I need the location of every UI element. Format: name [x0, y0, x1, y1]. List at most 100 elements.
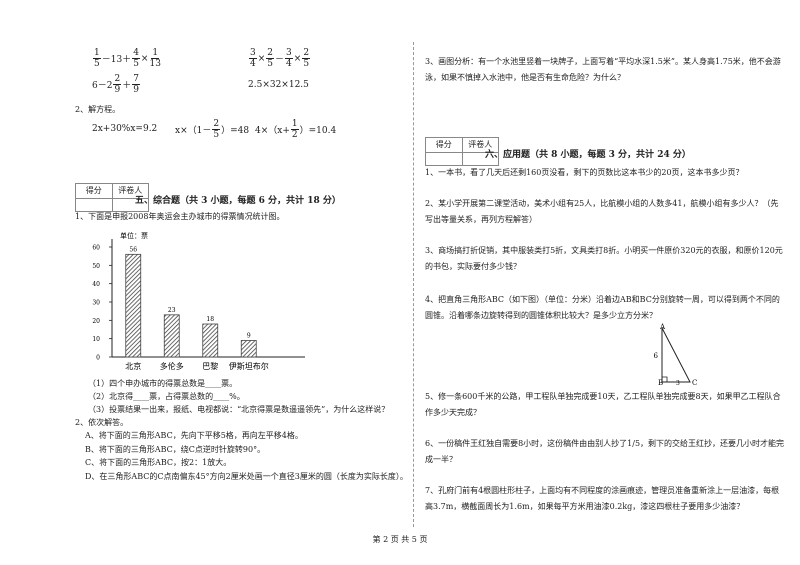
side-label: 3 — [676, 380, 680, 387]
vertex-label: A — [659, 323, 666, 331]
fraction: 1 13 — [149, 48, 160, 69]
expr-text: 6－2 — [92, 81, 113, 91]
question: 4、把直角三角形ABC（如下图）（单位：分米）沿着边AB和BC分别旋转一周，可以… — [425, 295, 780, 320]
bar — [125, 253, 142, 358]
denominator: 5 — [267, 59, 274, 69]
question: 3、商场搞打折促销，其中服装类打5折，文具类打8折。小明买一件原价320元的衣服… — [425, 246, 783, 271]
expression: 2.5×32×12.5 — [248, 80, 309, 90]
numerator: 2 — [212, 119, 221, 130]
page-footer: 第 2 页 共 5 页 — [372, 535, 428, 544]
expr-text: 2.5×32×12.5 — [248, 80, 309, 90]
section-title: 六、应用题（共 8 小题，每题 3 分，共计 24 分） — [485, 150, 691, 160]
sub-question: D、在三角形ABC的C点南偏东45°方向2厘米处画一个直径3厘米的圆（长度为实际… — [85, 472, 408, 481]
expr-text: × — [140, 53, 149, 64]
numerator: 2 — [113, 74, 122, 85]
section-title: 五、综合题（共 3 小题，每题 6 分，共计 18 分） — [135, 196, 341, 206]
expression: 6－2 2 9 ＋ 7 9 — [92, 74, 141, 95]
value-label: 23 — [168, 307, 176, 314]
grader-label: 评卷人 — [461, 138, 499, 152]
unit-label: 单位：票 — [120, 231, 148, 240]
numerator: 1 — [290, 119, 299, 130]
score-label: 得分 — [435, 140, 452, 149]
y-tick-label: 30 — [92, 300, 100, 307]
equation: 2x+30%x=9.2 — [92, 124, 157, 134]
y-tick-label: 20 — [92, 318, 100, 325]
denominator: 5 — [94, 59, 100, 69]
expr-text: ）=10.4 — [299, 126, 337, 136]
bar — [202, 323, 219, 358]
denominator: 4 — [286, 59, 292, 69]
y-tick-label: 10 — [92, 336, 100, 343]
triangle-figure: A 6 B C 3 — [654, 323, 698, 387]
x-tick-label: 多伦多 — [160, 361, 184, 371]
question: 6、一份稿件王红独自需要8小时，这份稿件由由别人抄了1/5，剩下的交给王红抄，还… — [425, 439, 785, 464]
question: 5、修一条600千米的公路，甲工程队单独完成要10天，乙工程队单独完成要8天，如… — [425, 392, 781, 417]
y-tick-label: 0 — [96, 355, 100, 362]
y-tick-label: 40 — [92, 281, 100, 288]
question: 2、依次解答。 — [75, 418, 129, 427]
numerator: 7 — [132, 74, 140, 85]
question: 1、一本书，看了几天后还剩160页没看，剩下的页数比这本书少的20页，这本书多少… — [425, 168, 744, 177]
bar — [240, 340, 257, 358]
equation: 4×（x+ 1 2 ）=10.4 — [255, 119, 336, 140]
x-tick-label: 北京 — [125, 361, 141, 371]
denominator: 5 — [303, 59, 310, 69]
expr-text: 2x+30%x=9.2 — [92, 124, 158, 134]
side-label: 6 — [654, 352, 659, 360]
sub-question: （1）四个申办城市的得票总数是____票。 — [88, 379, 238, 388]
y-tick-label: 60 — [92, 245, 100, 252]
question: 7、孔府门前有4根圆柱形柱子，上面均有不同程度的涂画痕迹，管理员准备重新涂上一层… — [425, 486, 780, 511]
denominator: 5 — [213, 130, 220, 140]
sub-question: C、将下面的三角形ABC，按2：1放大。 — [85, 458, 232, 467]
sub-question: A、将下面的三角形ABC，先向下平移5格，再向左平移4格。 — [85, 431, 303, 440]
column-divider — [413, 42, 414, 527]
x-tick-label: 巴黎 — [202, 361, 218, 371]
expression: 1 5 －13＋ 4 5 × 1 13 — [92, 48, 162, 69]
question: 3、画图分析：有一个水池里竖着一块牌子，上面写着“平均水深1.5米”。某人身高1… — [425, 57, 781, 82]
expression: 3 4 × 2 5 － 3 4 × 2 5 — [248, 48, 311, 69]
expr-text: × — [257, 53, 266, 64]
question: 2、某小学开展第二课堂活动，美术小组有25人，比航模小组的人数多41，航模小组有… — [425, 199, 779, 224]
expr-text: ＋ — [122, 81, 132, 91]
vertex-label: B — [658, 379, 663, 387]
expr-text: 4×（x+ — [255, 126, 290, 136]
value-label: 18 — [206, 316, 214, 323]
score-label: 得分 — [85, 186, 102, 195]
bar-chart: 单位：票 0 10 20 30 40 50 60 56 北京 23 多伦多 18 巴黎 9 伊斯坦布尔 — [92, 231, 305, 371]
expr-text: －13＋ — [101, 55, 132, 65]
denominator: 9 — [133, 85, 139, 95]
denominator: 5 — [133, 59, 139, 69]
score-box: 得分 评卷人 — [75, 183, 149, 212]
bar — [163, 314, 180, 358]
denominator: 4 — [250, 59, 256, 69]
numerator: 3 — [249, 48, 257, 59]
numerator: 2 — [266, 48, 275, 59]
numerator: 3 — [285, 48, 293, 59]
expr-text: × — [293, 53, 302, 64]
question: 2、解方程。 — [75, 105, 121, 114]
expr-text: ）=48 — [221, 126, 250, 136]
question: 1、下面是申报2008年奥运会主办城市的得票情况统计图。 — [75, 212, 285, 221]
expr-text: － — [275, 55, 285, 65]
sub-question: （2）北京得____票，占得票总数的____%。 — [88, 392, 245, 401]
numerator: 1 — [151, 48, 160, 59]
denominator: 13 — [149, 59, 161, 69]
denominator: 9 — [114, 85, 121, 95]
sub-question: B、将下面的三角形ABC，绕C点逆时针旋转90°。 — [85, 445, 266, 454]
denominator: 2 — [291, 130, 298, 140]
value-label: 9 — [247, 333, 251, 340]
sub-question: （3）投票结果一出来，报纸、电视都说：“北京得票是数遥遥领先”，为什么这样说？ — [88, 405, 390, 414]
expr-text: x×（1－ — [175, 126, 212, 136]
value-label: 56 — [129, 246, 137, 253]
equation: x×（1－ 2 5 ）=48 — [175, 119, 249, 140]
